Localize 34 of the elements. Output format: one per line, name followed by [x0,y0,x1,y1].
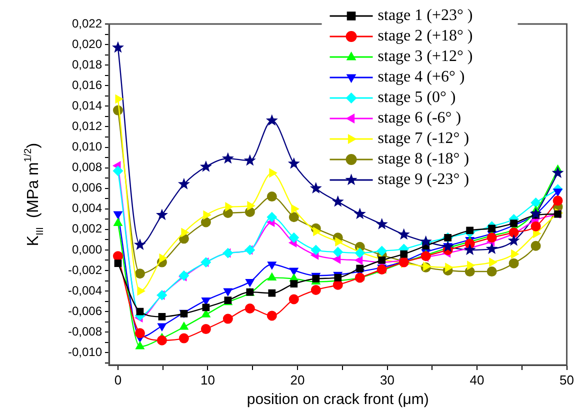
y-tick-label: 0,016 [72,78,102,92]
legend-label: stage 8 (-18° ) [378,150,470,168]
legend-label: stage 2 (+18° ) [378,28,473,45]
legend-label: stage 6 (-6° ) [378,110,462,127]
y-tick-label: 0,020 [72,36,102,51]
y-tick-label: -0,006 [68,304,102,318]
y-tick-label: 0,002 [72,222,102,236]
y-tick-label: 0,022 [72,16,102,30]
legend-label: stage 9 (-23° ) [378,171,470,188]
legend-label: stage 3 (+12° ) [378,48,473,66]
y-tick-label: 0,000 [72,242,102,256]
x-axis-title: position on crack front (μm) [246,391,429,408]
y-tick-label: 0,004 [72,201,102,216]
y-tick-label: 0,014 [72,98,102,112]
y-axis-title: KIII (MPa m1/2) [22,142,46,246]
y-tick-label: 0,018 [72,57,102,72]
x-tick-label: 30 [380,372,394,388]
legend-label: stage 7 (-12° ) [378,130,470,148]
y-tick-label: -0,008 [68,324,102,338]
x-tick-label: 50 [560,372,574,388]
y-tick-label: -0,002 [68,262,102,277]
y-tick-label: -0,004 [68,283,102,298]
legend-label: stage 5 (0° ) [378,89,456,106]
legend-label: stage 1 (+23° ) [378,7,473,24]
x-tick-label: 20 [290,372,305,388]
x-tick-label: 10 [200,372,215,388]
y-tick-label: 0,006 [72,180,102,195]
x-tick-label: 40 [470,372,484,388]
legend-label: stage 4 (+6° ) [378,68,465,86]
y-tick-label: 0,010 [72,140,102,154]
y-tick-label: 0,012 [72,119,102,134]
y-tick-label: 0,008 [72,160,102,174]
y-tick-label: -0,010 [68,344,102,359]
x-tick-label: 0 [114,372,122,388]
